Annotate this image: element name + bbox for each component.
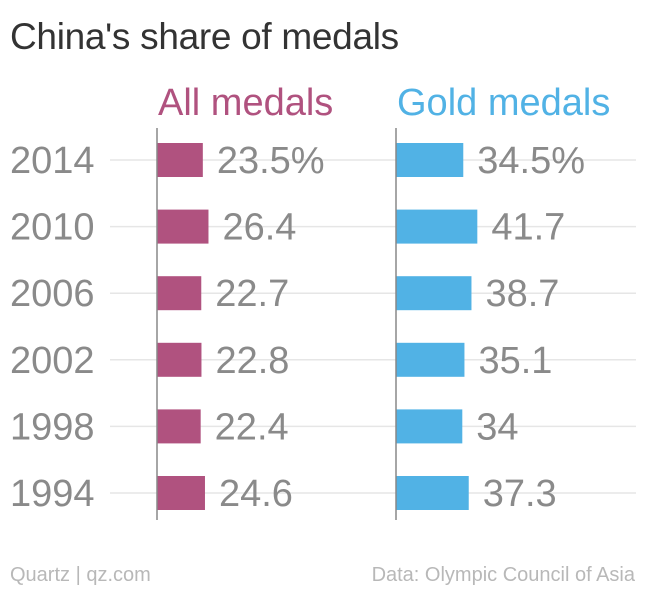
bar-gold-2002 xyxy=(396,342,465,377)
value-label-all-1998: 22.4 xyxy=(215,406,289,448)
year-label-2014: 2014 xyxy=(10,140,95,182)
year-label-2002: 2002 xyxy=(10,340,95,382)
value-label-gold-1994: 37.3 xyxy=(483,473,557,515)
bar-gold-2014 xyxy=(396,143,464,177)
value-label-all-2002: 22.8 xyxy=(215,340,289,382)
footer-brand: Quartz | qz.com xyxy=(10,564,151,586)
bar-gold-1998 xyxy=(396,409,463,444)
year-label-2010: 2010 xyxy=(10,207,95,249)
value-label-all-2014: 23.5% xyxy=(217,140,325,182)
chart-title: China's share of medals xyxy=(10,16,399,57)
series-header-gold-medals: Gold medals xyxy=(397,82,611,124)
value-label-gold-1998: 34 xyxy=(476,406,518,448)
bar-all-2014 xyxy=(157,143,203,177)
labels: 2014 23.5% 34.5% 2010 26.4 41.7 2006 22.7 38.7 20… xyxy=(10,140,585,515)
bar-all-1998 xyxy=(157,409,201,444)
value-label-gold-2014: 34.5% xyxy=(477,140,585,182)
footer-source: Data: Olympic Council of Asia xyxy=(371,564,635,586)
bar-gold-1994 xyxy=(396,476,469,510)
bars xyxy=(157,143,478,510)
value-label-gold-2006: 38.7 xyxy=(485,273,559,315)
value-label-all-2010: 26.4 xyxy=(222,207,296,249)
value-label-gold-2010: 41.7 xyxy=(491,207,565,249)
value-label-all-1994: 24.6 xyxy=(219,473,293,515)
bar-all-2010 xyxy=(157,209,209,244)
value-label-gold-2002: 35.1 xyxy=(478,340,552,382)
bar-all-1994 xyxy=(157,476,205,510)
value-label-all-2006: 22.7 xyxy=(215,273,289,315)
bar-all-2006 xyxy=(157,276,202,311)
year-label-1998: 1998 xyxy=(10,406,95,448)
bar-gold-2006 xyxy=(396,276,472,311)
series-header-all-medals: All medals xyxy=(158,82,334,124)
year-label-1994: 1994 xyxy=(10,473,95,515)
bar-all-2002 xyxy=(157,342,202,377)
bar-gold-2010 xyxy=(396,209,478,244)
year-label-2006: 2006 xyxy=(10,273,95,315)
